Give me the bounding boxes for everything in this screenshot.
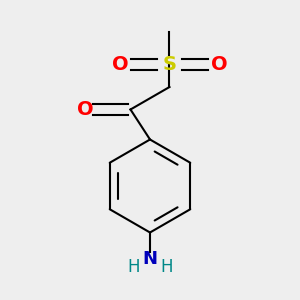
- Text: N: N: [142, 250, 158, 268]
- Text: H: H: [160, 258, 173, 276]
- Text: O: O: [112, 55, 128, 74]
- Text: S: S: [163, 55, 176, 74]
- Text: O: O: [211, 55, 227, 74]
- Text: H: H: [127, 258, 140, 276]
- Text: O: O: [77, 100, 94, 119]
